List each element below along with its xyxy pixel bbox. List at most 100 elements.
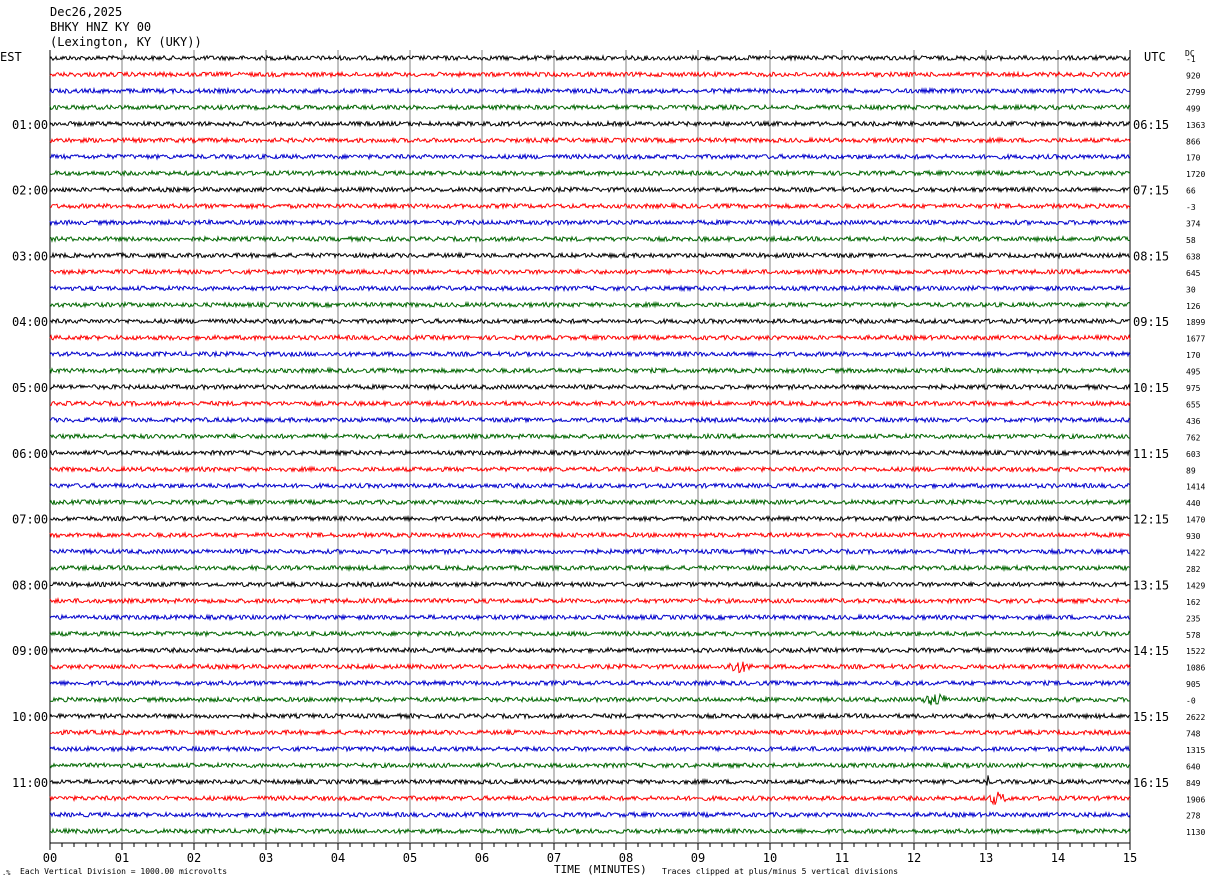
seismic-trace bbox=[49, 679, 1131, 688]
seismic-trace bbox=[49, 350, 1131, 359]
seismic-trace bbox=[49, 70, 1131, 79]
dc-offset-label: 640 bbox=[1186, 762, 1201, 771]
seismic-trace bbox=[49, 613, 1131, 622]
dc-offset-label: 930 bbox=[1186, 532, 1201, 541]
seismic-trace bbox=[49, 791, 1131, 806]
dc-offset-label: 866 bbox=[1186, 137, 1201, 146]
seismic-trace bbox=[49, 498, 1131, 507]
dc-offset-label: 1429 bbox=[1186, 581, 1205, 590]
seismic-trace bbox=[49, 185, 1130, 194]
right-hour-label: 08:15 bbox=[1133, 249, 1169, 263]
seismic-trace bbox=[49, 201, 1131, 211]
right-hour-label: 07:15 bbox=[1133, 184, 1169, 198]
seismic-trace bbox=[49, 596, 1131, 605]
dc-offset-label: 748 bbox=[1186, 729, 1201, 738]
seismic-trace bbox=[49, 563, 1131, 573]
left-hour-label: 09:00 bbox=[12, 644, 48, 658]
left-hour-label: 01:00 bbox=[12, 118, 48, 132]
dc-offset-label: 920 bbox=[1186, 71, 1201, 80]
seismic-trace bbox=[49, 53, 1131, 62]
x-tick-label: 02 bbox=[187, 851, 201, 865]
seismic-trace bbox=[49, 692, 1131, 706]
plot-date: Dec26,2025 bbox=[50, 5, 123, 19]
dc-offset-label: -1 bbox=[1186, 55, 1196, 64]
x-tick-label: 15 bbox=[1123, 851, 1137, 865]
right-hour-label: 16:15 bbox=[1133, 776, 1169, 790]
left-hour-label: 07:00 bbox=[12, 513, 48, 527]
dc-offset-label: 645 bbox=[1186, 269, 1201, 278]
dc-offset-label: 638 bbox=[1186, 252, 1201, 261]
dc-offset-label: 849 bbox=[1186, 779, 1201, 788]
dc-offset-label: 2622 bbox=[1186, 713, 1205, 722]
dc-offset-label: 1315 bbox=[1186, 746, 1205, 755]
right-hour-label: 06:15 bbox=[1133, 118, 1169, 132]
x-tick-label: 07 bbox=[547, 851, 561, 865]
station-code: BHKY HNZ KY 00 bbox=[50, 20, 152, 34]
right-hour-label: 10:15 bbox=[1133, 381, 1169, 395]
left-hour-label: 04:00 bbox=[12, 315, 48, 329]
dc-offset-label: 374 bbox=[1186, 220, 1201, 229]
x-tick-label: 11 bbox=[835, 851, 849, 865]
seismic-trace bbox=[49, 481, 1131, 490]
left-hour-label: 10:00 bbox=[12, 710, 48, 724]
dc-offset-label: 162 bbox=[1186, 598, 1201, 607]
seismic-trace bbox=[49, 86, 1131, 95]
seismic-trace bbox=[49, 366, 1131, 375]
dc-offset-label: 1086 bbox=[1186, 664, 1205, 673]
dc-offset-label: 1677 bbox=[1186, 335, 1205, 344]
right-hour-label: 14:15 bbox=[1133, 644, 1169, 658]
dc-offset-label: 1522 bbox=[1186, 647, 1205, 656]
dc-offset-label: 58 bbox=[1186, 236, 1196, 245]
dc-offset-label: -3 bbox=[1186, 203, 1196, 212]
seismic-trace bbox=[49, 235, 1131, 244]
seismic-trace bbox=[49, 712, 1131, 721]
seismic-trace bbox=[49, 103, 1131, 112]
left-hour-label: 06:00 bbox=[12, 447, 48, 461]
dc-offset-label: -0 bbox=[1186, 697, 1196, 706]
dc-offset-label: 975 bbox=[1186, 384, 1201, 393]
seismic-trace bbox=[50, 251, 1131, 260]
seismic-trace bbox=[49, 761, 1131, 770]
dc-offset-label: 1720 bbox=[1186, 170, 1205, 179]
x-tick-label: 12 bbox=[907, 851, 921, 865]
dc-offset-label: 440 bbox=[1186, 499, 1201, 508]
scale-note: Each Vertical Division = 1000.00 microvo… bbox=[20, 867, 228, 876]
seismic-trace bbox=[49, 630, 1131, 638]
left-hour-label: 11:00 bbox=[12, 776, 48, 790]
dc-offset-label: 30 bbox=[1186, 285, 1196, 294]
seismic-trace bbox=[49, 465, 1131, 474]
dc-offset-label: 2799 bbox=[1186, 88, 1205, 97]
dc-offset-label: 170 bbox=[1186, 154, 1201, 163]
dc-offset-label: 655 bbox=[1186, 400, 1201, 409]
seismic-trace bbox=[49, 646, 1131, 655]
seismic-trace bbox=[49, 169, 1131, 178]
x-tick-label: 06 bbox=[475, 851, 489, 865]
seismic-trace bbox=[49, 580, 1131, 589]
right-hour-label: 09:15 bbox=[1133, 315, 1169, 329]
dc-offset-label: 1899 bbox=[1186, 318, 1205, 327]
seismic-trace bbox=[49, 827, 1131, 836]
left-hour-label: 08:00 bbox=[12, 578, 48, 592]
seismic-trace bbox=[49, 744, 1131, 753]
x-tick-label: 04 bbox=[331, 851, 345, 865]
dc-offset-label: 1470 bbox=[1186, 516, 1205, 525]
dc-offset-label: 1130 bbox=[1186, 828, 1205, 837]
left-timezone-label: EST bbox=[0, 50, 22, 64]
dc-offset-label: 282 bbox=[1186, 565, 1201, 574]
seismic-trace bbox=[49, 136, 1131, 145]
seismic-trace bbox=[49, 448, 1131, 457]
left-hour-label: 03:00 bbox=[12, 249, 48, 263]
seismic-trace bbox=[49, 810, 1131, 819]
right-timezone-label: UTC bbox=[1144, 50, 1166, 64]
x-tick-label: 05 bbox=[403, 851, 417, 865]
dc-offset-label: 235 bbox=[1186, 614, 1201, 623]
seismic-trace bbox=[49, 432, 1131, 441]
seismic-trace bbox=[49, 383, 1131, 392]
left-hour-label: 05:00 bbox=[12, 381, 48, 395]
seismic-trace bbox=[49, 317, 1131, 326]
dc-offset-label: 1414 bbox=[1186, 483, 1205, 492]
dc-offset-label: 499 bbox=[1186, 104, 1201, 113]
x-tick-label: 08 bbox=[619, 851, 633, 865]
seismic-trace bbox=[49, 333, 1131, 342]
